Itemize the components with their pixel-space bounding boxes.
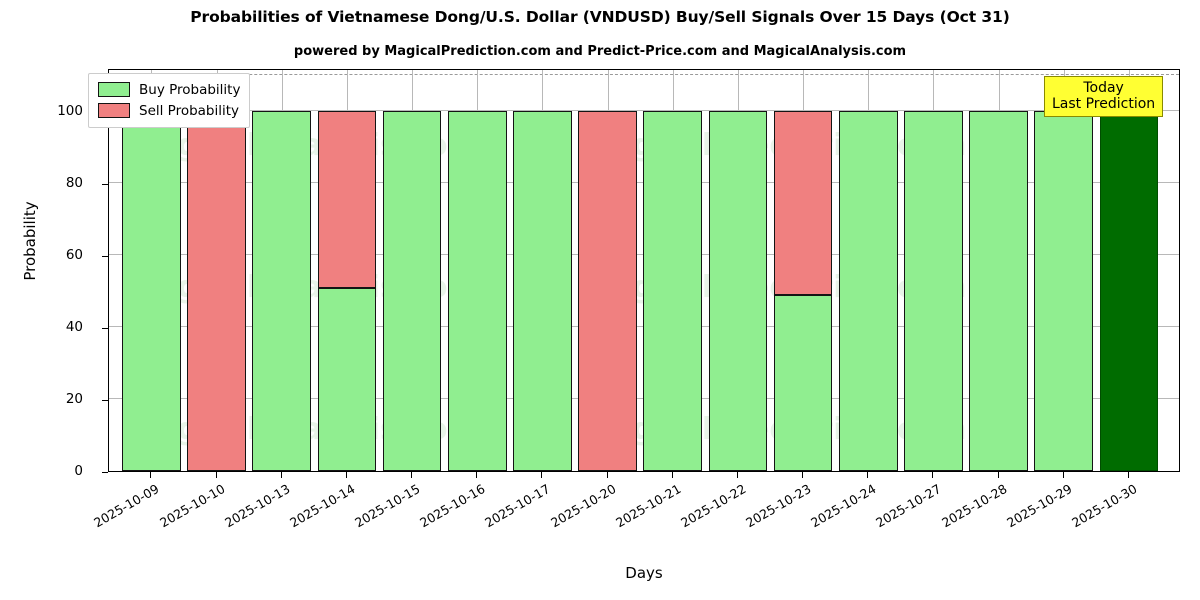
- bar-group[interactable]: [708, 70, 768, 471]
- bar-group[interactable]: [773, 70, 833, 471]
- x-axis-tick-mark: [150, 472, 152, 478]
- bar-group[interactable]: [252, 70, 311, 471]
- legend-label: Buy Probability: [139, 81, 241, 98]
- bar-group[interactable]: [317, 70, 377, 471]
- x-axis-tick-mark: [345, 472, 347, 478]
- x-axis-tick-mark: [1062, 472, 1064, 478]
- y-axis-tick-label: 60: [65, 247, 83, 264]
- bar-segment-buy[interactable]: [643, 111, 702, 471]
- chart-subtitle: powered by MagicalPrediction.com and Pre…: [293, 44, 907, 59]
- bar-group[interactable]: [838, 70, 898, 471]
- bar-segment-sell[interactable]: [317, 111, 377, 288]
- bar-segment-buy[interactable]: [708, 111, 768, 471]
- legend-item[interactable]: Buy Probability: [98, 79, 240, 100]
- legend-label: Sell Probability: [139, 102, 240, 119]
- bar-segment-today[interactable]: [1099, 111, 1159, 471]
- bar-group[interactable]: [513, 70, 572, 471]
- x-axis-tick-label: 2025-10-16: [417, 481, 488, 531]
- bar-group[interactable]: [382, 70, 442, 471]
- gridline-dashed-reference: [109, 74, 1179, 76]
- gridline-horizontal: [109, 110, 1179, 112]
- plot-area: MagicalAnalysis.comMagicalPrediction.com…: [108, 69, 1180, 472]
- x-axis-tick-mark: [802, 472, 804, 478]
- x-axis-tick-mark: [997, 472, 999, 478]
- x-axis-tick-mark: [671, 472, 673, 478]
- x-axis-tick-mark: [867, 472, 869, 478]
- x-axis-tick-label: 2025-10-29: [1003, 481, 1075, 531]
- y-axis-tick-mark: [102, 400, 108, 402]
- bar-group[interactable]: [122, 70, 181, 471]
- x-axis-tick-label: 2025-10-09: [91, 481, 162, 531]
- bar-group[interactable]: [447, 70, 507, 471]
- y-axis-tick-mark: [102, 328, 108, 330]
- x-axis-tick-mark: [1127, 472, 1129, 478]
- y-axis-tick-label: 80: [65, 175, 83, 192]
- legend-swatch-icon: [98, 82, 130, 97]
- bar-group[interactable]: [969, 70, 1028, 471]
- legend-swatch-icon: [98, 103, 130, 118]
- today-annotation-line1: Today: [1083, 80, 1124, 96]
- bar-group[interactable]: [1099, 70, 1159, 471]
- bar-group[interactable]: [1034, 70, 1093, 471]
- bar-segment-buy[interactable]: [1034, 111, 1093, 471]
- bar-segment-buy[interactable]: [317, 287, 377, 471]
- bar-segment-buy[interactable]: [513, 111, 572, 471]
- bar-segment-sell[interactable]: [773, 111, 833, 295]
- bar-segment-buy[interactable]: [252, 111, 311, 471]
- bar-segment-buy[interactable]: [969, 111, 1028, 471]
- x-axis-tick-label: 2025-10-21: [612, 481, 684, 531]
- x-axis-tick-label: 2025-10-14: [286, 481, 358, 531]
- today-annotation: Today Last Prediction: [1044, 76, 1164, 118]
- x-axis-tick-mark: [541, 472, 543, 478]
- x-axis-tick-mark: [606, 472, 608, 478]
- x-axis-tick-label: 2025-10-23: [743, 481, 814, 531]
- x-axis-tick-label: 2025-10-13: [221, 481, 293, 531]
- bar-group[interactable]: [643, 70, 702, 471]
- x-axis-tick-label: 2025-10-24: [808, 481, 879, 531]
- bar-group[interactable]: [578, 70, 637, 471]
- x-axis-tick-label: 2025-10-28: [938, 481, 1010, 531]
- bar-segment-sell[interactable]: [187, 111, 246, 471]
- x-axis-tick-mark: [736, 472, 738, 478]
- x-axis-tick-label: 2025-10-17: [482, 481, 553, 531]
- y-axis-tick-mark: [102, 472, 108, 473]
- y-axis-tick-label: 0: [74, 463, 83, 479]
- y-axis-tick-label: 20: [65, 391, 83, 408]
- x-axis-tick-label: 2025-10-30: [1068, 481, 1140, 531]
- y-axis-label: Probability: [21, 201, 39, 281]
- x-axis-tick-mark: [280, 472, 282, 478]
- bar-segment-buy[interactable]: [122, 111, 181, 471]
- bar-segment-buy[interactable]: [838, 111, 898, 471]
- legend-item[interactable]: Sell Probability: [98, 100, 240, 121]
- x-axis-tick-mark: [411, 472, 413, 478]
- y-axis-tick-label: 40: [65, 319, 83, 336]
- bar-segment-buy[interactable]: [773, 294, 833, 471]
- bar-segment-buy[interactable]: [904, 111, 963, 471]
- x-axis-tick-label: 2025-10-20: [547, 481, 619, 531]
- y-axis-tick-mark: [102, 256, 108, 258]
- x-axis-tick-label: 2025-10-10: [156, 481, 228, 531]
- page-title: Probabilities of Vietnamese Dong/U.S. Do…: [190, 8, 1010, 26]
- today-annotation-line2: Last Prediction: [1052, 96, 1156, 113]
- x-axis-label: Days: [625, 564, 663, 582]
- x-axis-tick-label: 2025-10-27: [873, 481, 944, 531]
- x-axis-tick-mark: [932, 472, 934, 478]
- y-axis-tick-mark: [102, 184, 108, 186]
- x-axis-tick-label: 2025-10-15: [352, 481, 423, 531]
- x-axis-tick-mark: [476, 472, 478, 478]
- bar-segment-buy[interactable]: [447, 111, 507, 471]
- bar-group[interactable]: [187, 70, 246, 471]
- x-axis-tick-label: 2025-10-22: [677, 481, 749, 531]
- bar-segment-sell[interactable]: [578, 111, 637, 471]
- bar-segment-buy[interactable]: [382, 111, 442, 471]
- x-axis-tick-mark: [215, 472, 217, 478]
- y-axis-tick-label: 100: [57, 103, 83, 120]
- chart-legend: Buy Probability Sell Probability: [88, 73, 251, 128]
- bar-group[interactable]: [904, 70, 963, 471]
